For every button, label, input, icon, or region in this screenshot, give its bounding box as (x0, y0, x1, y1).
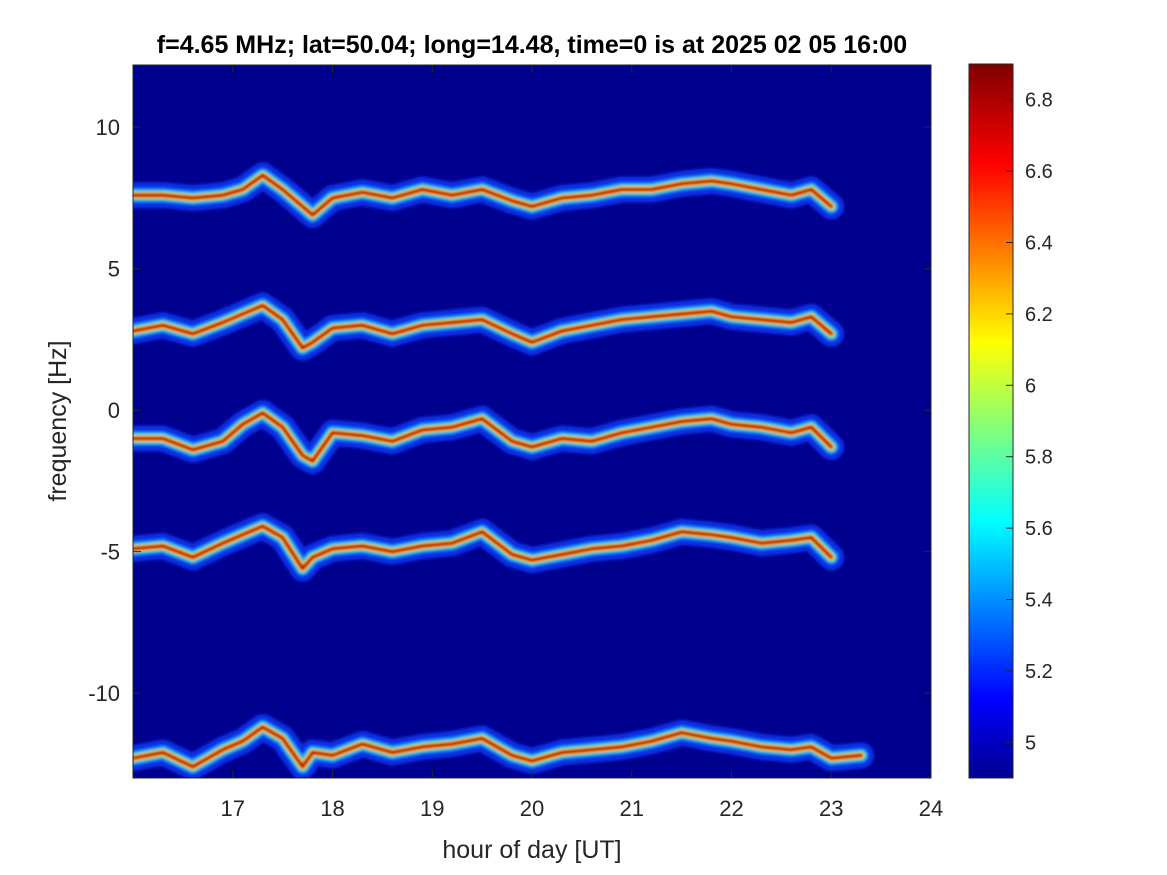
colorbar-tick-label: 6 (1025, 375, 1036, 397)
x-tick-label: 19 (420, 796, 444, 821)
x-tick-label: 23 (819, 796, 843, 821)
trace-2 (133, 292, 845, 361)
colorbar-tick-label: 6.6 (1025, 161, 1053, 183)
colorbar-tick-label: 5.8 (1025, 447, 1053, 469)
trace-5-layer-5 (133, 726, 863, 768)
colorbar-tick-label: 6.8 (1025, 90, 1053, 112)
y-axis-label: frequency [Hz] (44, 340, 72, 501)
x-axis-label: hour of day [UT] (442, 836, 621, 864)
y-tick-label: 0 (108, 398, 120, 423)
trace-3 (133, 400, 845, 475)
colorbar-tick-label: 6.4 (1025, 233, 1053, 255)
x-tick-label: 21 (620, 796, 644, 821)
x-tick-label: 24 (919, 796, 943, 821)
colorbar-ticks: 6.8 6.6 6.4 6.2 6 5.8 5.6 5.4 5.2 5 (1006, 90, 1053, 754)
trace-4 (133, 513, 845, 582)
trace-1 (133, 162, 845, 228)
colorbar-tick-label: 5.2 (1025, 661, 1053, 683)
x-tick-label: 22 (719, 796, 743, 821)
y-axis: 10 5 0 -5 -10 (88, 115, 931, 706)
y-tick-label: 5 (108, 257, 120, 282)
trace-1-layer-5 (133, 174, 833, 216)
x-tick-label: 18 (320, 796, 344, 821)
y-tick-label: -10 (88, 681, 120, 706)
colorbar-tick-label: 5.4 (1025, 590, 1053, 612)
spectral-traces (133, 162, 875, 778)
colorbar (968, 63, 1014, 779)
trace-5 (133, 714, 875, 778)
x-tick-label: 17 (221, 796, 245, 821)
y-tick-label: 10 (96, 115, 120, 140)
x-tick-label: 20 (520, 796, 544, 821)
trace-4-layer-5 (133, 525, 833, 570)
colorbar-tick-label: 5 (1025, 732, 1036, 754)
colorbar-tick-label: 5.6 (1025, 518, 1053, 540)
chart-title: f=4.65 MHz; lat=50.04; long=14.48, time=… (157, 31, 907, 59)
trace-3-layer-5 (133, 412, 833, 463)
colorbar-tick-label: 6.2 (1025, 304, 1053, 326)
y-tick-label: -5 (100, 540, 120, 565)
x-axis: 17 18 19 20 21 22 23 24 (221, 65, 943, 821)
trace-2-layer-5 (133, 304, 833, 349)
